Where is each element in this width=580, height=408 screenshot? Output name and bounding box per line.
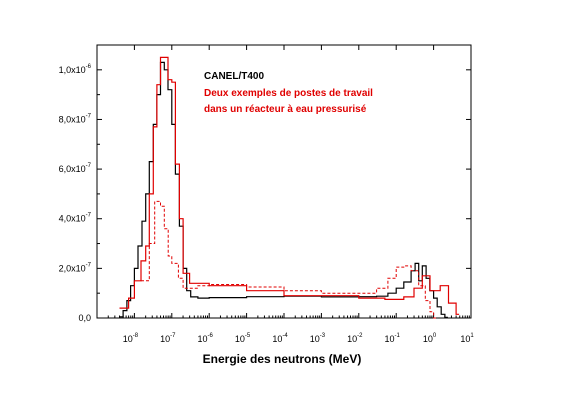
x-tick-label: 10-5	[235, 333, 251, 344]
x-tick-label: 100	[423, 333, 437, 344]
series-line-1	[119, 61, 448, 318]
x-tick-label: 10-2	[347, 333, 363, 344]
x-axis-title: Energie des neutrons (MeV)	[203, 352, 362, 366]
x-tick-label: 10-6	[198, 333, 214, 344]
x-tick-label: 10-8	[123, 333, 139, 344]
y-axis: 0,0 2,0x10-7 4,0x10-7 6,0x10-7 8,0x10-7 1,0x1…	[59, 64, 471, 323]
x-tick-label: 10-1	[385, 333, 401, 344]
y-tick-label: 8,0x10-7	[59, 113, 92, 124]
y-tick-label: 4,0x10-7	[59, 213, 92, 224]
y-tick-label: 6,0x10-7	[59, 163, 92, 174]
series-line-2	[119, 56, 460, 315]
x-tick-label: 10-4	[272, 333, 288, 344]
legend-line-2: dans un réacteur à eau pressurisé	[204, 104, 367, 115]
y-tick-label: 1,0x10-6	[59, 64, 92, 75]
x-tick-label: 101	[460, 333, 474, 344]
legend-line-1: Deux exemples de postes de travail	[204, 88, 373, 99]
x-tick-label: 10-3	[310, 333, 326, 344]
series-group	[119, 56, 460, 319]
legend-title: CANEL/T400	[204, 71, 264, 82]
y-tick-label: 2,0x10-7	[59, 262, 92, 273]
y-tick-label: 0,0	[78, 313, 91, 323]
x-tick-label: 10-7	[160, 333, 176, 344]
x-axis: 10-8 10-7 10-6 10-5 10-4 10-3 10-2 10-1 100 101	[107, 45, 474, 344]
series-line-3	[141, 200, 437, 319]
